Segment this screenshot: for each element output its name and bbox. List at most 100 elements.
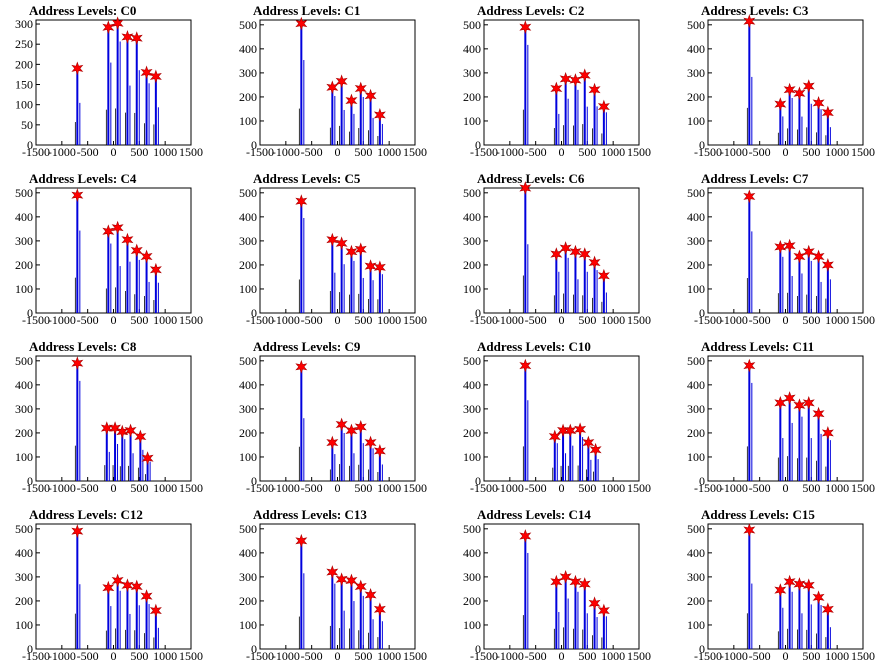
peak-star-marker <box>793 86 806 101</box>
x-tick-label: 1000 <box>601 313 625 327</box>
x-tick-label: -1000 <box>48 649 76 663</box>
y-tick-label: 100 <box>239 282 257 296</box>
y-tick-label: 200 <box>15 426 33 440</box>
peak-star-marker <box>295 533 308 548</box>
histogram-panel: Address Levels: C13 0 100 200 300 400 500 -1500… <box>224 504 448 672</box>
x-tick-label: 500 <box>354 649 372 663</box>
y-tick-label: 300 <box>687 570 705 584</box>
plot-frame <box>707 19 864 146</box>
histogram-chart: Address Levels: C12 0 100 200 300 400 500 -1500… <box>15 507 203 663</box>
x-tick-label: 0 <box>335 313 341 327</box>
y-tick-label: 400 <box>463 378 481 392</box>
histogram-panel: Address Levels: C4 0 100 200 300 400 500 -1500-… <box>0 168 224 336</box>
peak-star-marker <box>774 97 787 112</box>
x-tick-label: -1000 <box>496 481 524 495</box>
peak-star-marker <box>71 61 84 76</box>
x-tick-label: -1500 <box>22 481 50 495</box>
peak-star-marker <box>550 574 563 589</box>
histogram-panel: Address Levels: C0 0 50 100 150 200 250 300 -150… <box>0 0 224 168</box>
x-tick-label: 500 <box>578 313 596 327</box>
y-tick-label: 0 <box>27 306 33 320</box>
x-tick-label: 1500 <box>403 145 427 159</box>
x-tick-label: -1000 <box>720 481 748 495</box>
x-tick-label: 1000 <box>825 481 849 495</box>
x-tick-label: 1500 <box>851 145 875 159</box>
x-tick-label: -1500 <box>470 145 498 159</box>
peak-star-marker <box>326 565 339 579</box>
peak-star-marker <box>130 243 143 258</box>
x-tick-label: 500 <box>802 649 820 663</box>
x-tick-label: 1000 <box>377 145 401 159</box>
peak-star-marker <box>812 96 825 110</box>
x-tick-label: -500 <box>301 145 323 159</box>
peak-star-marker <box>111 16 124 31</box>
histogram-panel: Address Levels: C5 0 100 200 300 400 500 -1500-… <box>224 168 448 336</box>
y-tick-label: 300 <box>239 570 257 584</box>
x-tick-label: 1500 <box>851 481 875 495</box>
peak-star-marker <box>364 88 377 103</box>
y-tick-label: 100 <box>15 450 33 464</box>
x-tick-label: -500 <box>77 313 99 327</box>
peak-star-marker <box>578 68 591 83</box>
peak-star-marker <box>326 80 339 95</box>
x-tick-label: 1500 <box>403 313 427 327</box>
y-tick-label: 0 <box>251 642 257 656</box>
x-tick-label: 0 <box>335 649 341 663</box>
panel-title: Address Levels: C7 <box>701 171 809 186</box>
x-tick-label: -1000 <box>272 145 300 159</box>
histogram-chart: Address Levels: C13 0 100 200 300 400 500 -1500… <box>239 507 427 663</box>
peak-star-marker <box>774 583 787 598</box>
x-tick-label: -1500 <box>694 313 722 327</box>
x-tick-label: -1000 <box>496 313 524 327</box>
panel-title: Address Levels: C12 <box>29 507 143 522</box>
y-tick-label: 500 <box>239 354 257 368</box>
peak-star-marker <box>121 30 134 44</box>
peak-star-marker <box>743 523 756 537</box>
y-tick-label: 100 <box>15 282 33 296</box>
peak-star-marker <box>335 74 348 89</box>
histogram-panel: Address Levels: C8 0 100 200 300 400 500 -1500-… <box>0 336 224 504</box>
y-tick-label: 100 <box>463 618 481 632</box>
peak-star-marker <box>373 444 386 458</box>
y-tick-label: 300 <box>15 570 33 584</box>
peak-star-marker <box>141 451 154 466</box>
y-tick-label: 500 <box>15 354 33 368</box>
panel-title: Address Levels: C3 <box>701 3 809 18</box>
peak-star-marker <box>548 429 561 444</box>
x-tick-label: 1500 <box>627 649 651 663</box>
peak-star-marker <box>821 602 834 617</box>
peak-star-marker <box>574 422 587 437</box>
plot-frame <box>259 355 416 482</box>
y-tick-label: 100 <box>687 114 705 128</box>
y-tick-label: 200 <box>687 90 705 104</box>
x-tick-label: 1500 <box>627 145 651 159</box>
x-tick-label: -500 <box>301 313 323 327</box>
y-tick-label: 0 <box>27 138 33 152</box>
x-tick-label: 500 <box>354 313 372 327</box>
peak-star-marker <box>134 429 147 444</box>
x-tick-label: -1500 <box>246 481 274 495</box>
y-tick-label: 500 <box>239 522 257 536</box>
x-tick-label: -500 <box>749 145 771 159</box>
x-tick-label: 1500 <box>403 481 427 495</box>
peak-star-marker <box>550 81 563 96</box>
x-tick-label: 1000 <box>153 313 177 327</box>
histogram-panel: Address Levels: C11 0 100 200 300 400 500 -1500… <box>672 336 896 504</box>
x-tick-label: 1000 <box>377 649 401 663</box>
y-tick-label: 400 <box>15 210 33 224</box>
y-tick-label: 400 <box>687 42 705 56</box>
x-tick-label: -1000 <box>720 145 748 159</box>
peak-star-marker <box>559 71 572 86</box>
x-tick-label: 0 <box>783 649 789 663</box>
y-tick-label: 400 <box>239 546 257 560</box>
x-tick-label: 1500 <box>403 649 427 663</box>
y-tick-label: 100 <box>463 114 481 128</box>
x-tick-label: -1500 <box>246 313 274 327</box>
x-tick-label: 0 <box>559 145 565 159</box>
x-tick-label: -500 <box>525 313 547 327</box>
peak-star-marker <box>345 93 358 108</box>
x-tick-label: 500 <box>130 145 148 159</box>
y-tick-label: 0 <box>475 138 481 152</box>
panel-title: Address Levels: C14 <box>477 507 591 522</box>
panel-title: Address Levels: C11 <box>701 339 814 354</box>
